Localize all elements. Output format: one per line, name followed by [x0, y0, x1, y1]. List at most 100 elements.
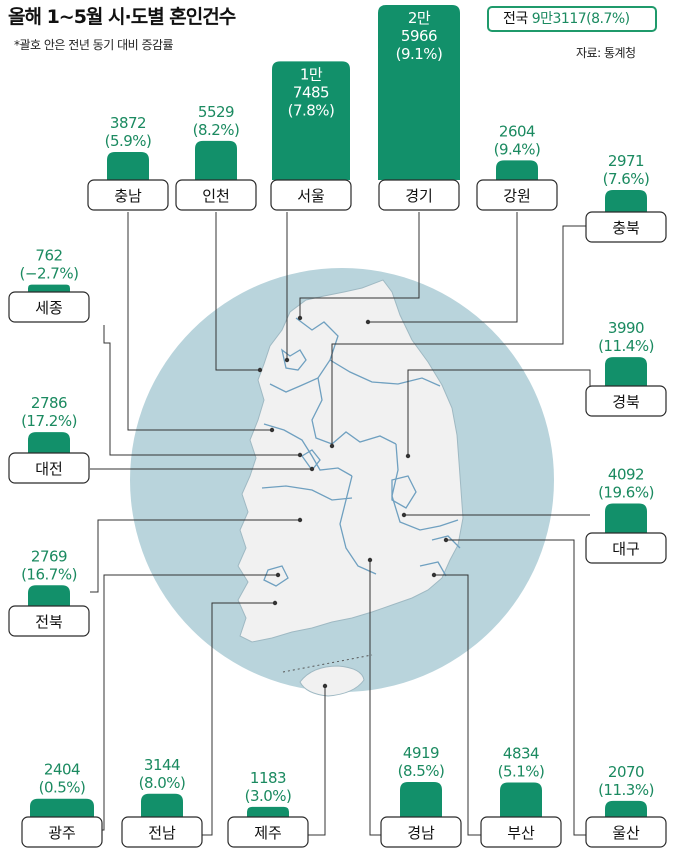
region-10-name-label: 전북 — [35, 613, 63, 631]
region-16-name-box — [585, 816, 667, 848]
region-13-name-box — [227, 816, 309, 848]
region-14-name-label: 경남 — [407, 824, 435, 842]
region-11-change-label: (0.5%) — [39, 779, 86, 797]
region-5-bar — [605, 189, 647, 212]
region-16-change-label: (11.3%) — [598, 781, 654, 799]
region-6-name-box — [8, 291, 90, 323]
region-9-name-box — [585, 532, 667, 564]
value-labels: 3872(5.9%)5529(8.2%)1만7485(7.8%)2만5966(9… — [20, 9, 655, 805]
region-14-change-label: (8.5%) — [398, 762, 445, 780]
region-1-bar — [195, 140, 237, 180]
region-14-bar — [400, 781, 442, 817]
region-0-location-dot — [269, 427, 275, 433]
region-10-location-dot — [297, 517, 303, 523]
region-13-value-label: 1183 — [250, 769, 286, 787]
province-borders — [261, 317, 461, 587]
region-15-location-dot — [431, 572, 437, 578]
region-7-bar — [605, 357, 647, 386]
region-6-bar — [28, 284, 70, 292]
region-6-value-label: 762 — [35, 247, 62, 265]
region-6-change-label: (−2.7%) — [20, 265, 79, 283]
region-3-name-box — [378, 179, 460, 211]
region-1-name-box — [175, 179, 257, 211]
region-3-value-label: 5966 — [401, 27, 437, 45]
region-10-value-label: 2769 — [31, 547, 67, 565]
region-5-name-box — [585, 211, 667, 243]
region-0-change-label: (5.9%) — [105, 132, 152, 150]
region-11-value-label: 2404 — [44, 761, 80, 779]
region-13-location-dot — [322, 683, 328, 689]
region-5-leader-line — [331, 225, 626, 446]
region-4-name-box — [476, 179, 558, 211]
region-4-bar — [496, 160, 538, 180]
region-12-location-dot — [272, 600, 278, 606]
region-13-bar — [247, 806, 289, 817]
region-5-value-label: 2971 — [608, 152, 644, 170]
region-2-bar — [272, 61, 350, 180]
region-3-location-dot — [297, 315, 303, 321]
chart-note: *괄호 안은 전년 동기 대비 증감률 — [14, 38, 174, 52]
region-9-name-label: 대구 — [612, 540, 640, 558]
region-11-bar — [30, 798, 94, 817]
total-value: 9만3117(8.7%) — [531, 11, 630, 27]
region-4-location-dot — [365, 319, 371, 325]
region-12-name-label: 전남 — [148, 824, 176, 842]
region-11-location-dot — [275, 572, 281, 578]
region-6-leader-line — [103, 325, 300, 456]
region-3-bar — [378, 5, 460, 181]
region-0-name-box — [87, 179, 169, 211]
region-2-name-label: 서울 — [297, 187, 325, 205]
region-2-value-label: 7485 — [293, 83, 329, 101]
region-1-location-dot — [257, 367, 263, 373]
region-14-value-label: 4919 — [403, 744, 439, 762]
region-12-change-label: (8.0%) — [139, 774, 186, 792]
korea-mainland — [237, 279, 464, 643]
region-6-name-label: 세종 — [35, 299, 63, 317]
region-7-value-label: 3990 — [608, 319, 644, 337]
region-15-value-label: 4834 — [503, 745, 539, 763]
region-8-name-label: 대전 — [35, 460, 63, 478]
page-title: 올해 1~5월 시·도별 혼인건수 — [8, 6, 236, 28]
region-3-name-label: 경기 — [405, 187, 433, 205]
national-total-badge: 전국 9만3117(8.7%) — [487, 6, 657, 32]
region-2-value-label: 1만 — [300, 65, 323, 83]
region-4-value-label: 2604 — [499, 122, 535, 140]
region-15-name-label: 부산 — [507, 824, 535, 842]
jeju-island — [299, 665, 365, 697]
region-7-name-box — [585, 385, 667, 417]
region-4-change-label: (9.4%) — [494, 140, 541, 158]
region-13-leader-line — [304, 686, 326, 836]
region-14-name-box — [380, 816, 462, 848]
jeju-separator — [282, 654, 373, 673]
region-7-change-label: (11.4%) — [598, 337, 654, 355]
region-1-leader-line — [215, 212, 260, 371]
region-16-location-dot — [443, 537, 449, 543]
region-16-bar — [605, 800, 647, 817]
region-4-name-label: 강원 — [503, 187, 531, 205]
region-16-name-label: 울산 — [612, 824, 640, 842]
region-8-location-dot — [309, 466, 315, 472]
region-12-bar — [141, 793, 183, 817]
region-4-leader-line — [368, 212, 518, 323]
region-15-leader-line — [434, 574, 484, 836]
region-9-bar — [605, 503, 647, 533]
region-2-change-label: (7.8%) — [288, 101, 335, 119]
region-3-value-label: 2만 — [408, 9, 431, 27]
source-credit: 자료: 통계청 — [576, 46, 636, 60]
region-10-change-label: (16.7%) — [21, 565, 77, 583]
region-1-value-label: 5529 — [198, 103, 234, 121]
region-9-value-label: 4092 — [608, 465, 644, 483]
bar-marks — [28, 5, 647, 817]
region-14-location-dot — [367, 557, 373, 563]
korea-map — [130, 268, 554, 697]
region-3-change-label: (9.1%) — [396, 45, 443, 63]
region-12-name-box — [121, 816, 203, 848]
region-13-change-label: (3.0%) — [245, 787, 292, 805]
region-15-change-label: (5.1%) — [498, 763, 545, 781]
region-0-value-label: 3872 — [110, 114, 146, 132]
region-7-name-label: 경북 — [612, 393, 640, 411]
region-0-leader-line — [127, 212, 272, 431]
region-5-change-label: (7.6%) — [603, 170, 650, 188]
